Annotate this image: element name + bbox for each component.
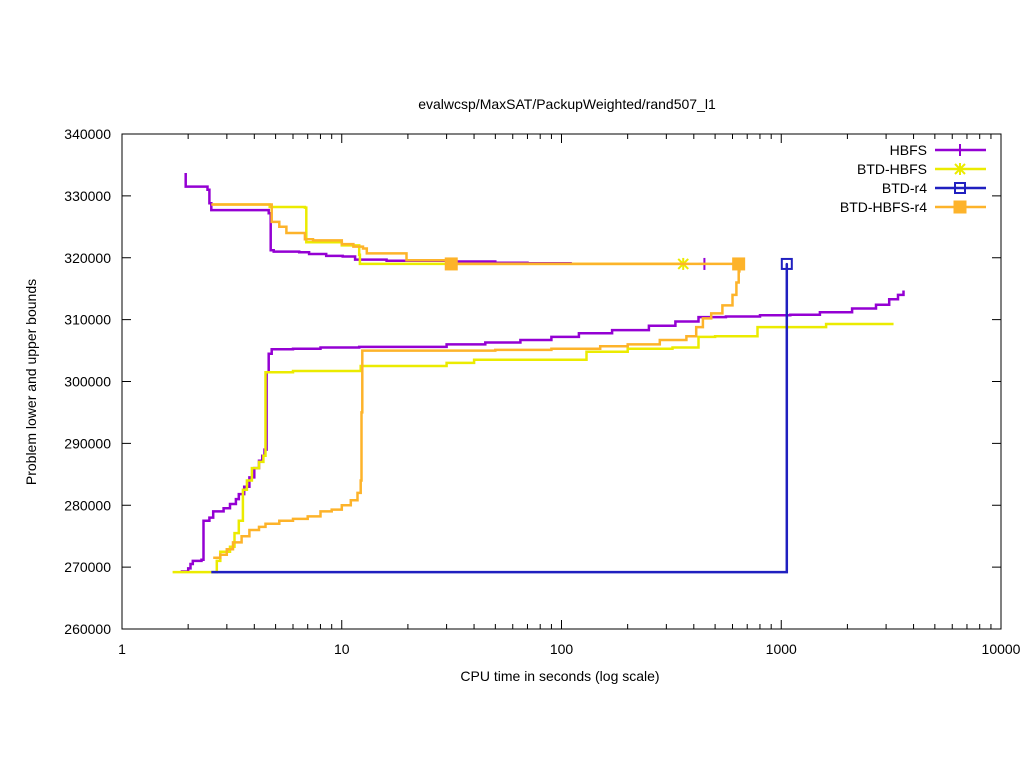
y-tick-label: 330000 [64, 188, 111, 204]
x-tick-label: 10 [334, 641, 350, 657]
data-point-marker-dot [785, 262, 788, 265]
x-tick-label: 10000 [982, 641, 1021, 657]
axis-ticks: 1 10 100 1000 10000 260000 270000 280000 290000 3… [64, 126, 1020, 657]
y-tick-label: 310000 [64, 312, 111, 328]
x-tick-label: 1000 [766, 641, 797, 657]
legend: HBFS BTD-HBFS BTD-r4 BTD-HBFS-r4 [840, 142, 986, 215]
y-tick-label: 300000 [64, 374, 111, 390]
chart-title: evalwcsp/MaxSAT/PackupWeighted/rand507_l… [418, 96, 716, 112]
legend-label: BTD-HBFS-r4 [840, 199, 927, 215]
legend-marker-d2 [954, 163, 966, 175]
legend-item: BTD-HBFS-r4 [840, 199, 986, 215]
data-point-marker [732, 257, 746, 271]
y-tick-label: 260000 [64, 621, 111, 637]
y-tick-label: 280000 [64, 497, 111, 513]
legend-marker-box [954, 182, 966, 194]
series-line-b [213, 263, 741, 560]
data-point-marker [444, 257, 458, 271]
series-line-a [211, 203, 739, 266]
legend-item: BTD-r4 [882, 180, 986, 196]
series-line-a [211, 263, 789, 574]
y-axis-title: Problem lower and upper bounds [23, 279, 39, 485]
series-line-b [180, 290, 905, 573]
y-tick-label: 320000 [64, 250, 111, 266]
y-tick-label: 290000 [64, 435, 111, 451]
series-btd-hbfs-r4 [211, 203, 746, 560]
data-point-marker [780, 257, 793, 270]
y-tick-label: 340000 [64, 126, 111, 142]
legend-marker [954, 182, 966, 194]
legend-marker [954, 163, 966, 175]
data-point-marker-box [780, 257, 793, 270]
data-point-marker-box [444, 257, 458, 271]
legend-marker-dot [959, 187, 961, 189]
legend-item: HBFS [890, 142, 986, 158]
x-tick-label: 100 [550, 641, 574, 657]
legend-label: HBFS [890, 142, 927, 158]
legend-item: BTD-HBFS [857, 161, 986, 177]
y-tick-label: 270000 [64, 559, 111, 575]
legend-marker [953, 200, 967, 214]
legend-marker-box [953, 200, 967, 214]
data-point-marker-box [732, 257, 746, 271]
legend-label: BTD-HBFS [857, 161, 927, 177]
x-axis-title: CPU time in seconds (log scale) [460, 668, 659, 684]
plot-series [172, 173, 905, 574]
series-line-b [172, 322, 894, 574]
legend-marker [954, 144, 966, 156]
series-btd-r4 [211, 257, 793, 574]
legend-label: BTD-r4 [882, 180, 927, 196]
plot-frame [121, 133, 1002, 630]
x-tick-label: 1 [118, 641, 126, 657]
